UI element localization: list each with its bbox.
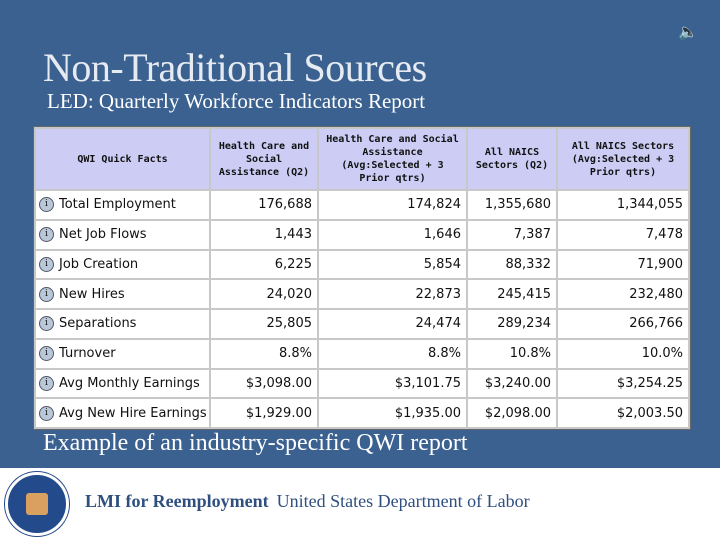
info-icon[interactable]: i <box>39 375 54 391</box>
table-cell: $3,240.00 <box>466 367 558 400</box>
table-cell: 8.8% <box>209 337 319 370</box>
table-cell: 1,344,055 <box>556 189 690 221</box>
row-label: i Avg New Hire Earnings <box>34 397 211 429</box>
row-label: i Net Job Flows <box>34 218 211 251</box>
table-cell: $3,101.75 <box>317 367 468 400</box>
table-cell: 289,234 <box>466 308 558 340</box>
info-icon[interactable]: i <box>39 346 54 362</box>
footer: LMI for Reemployment United States Depart… <box>85 491 530 512</box>
table-row: i Avg Monthly Earnings $3,098.00 $3,101.75 $… <box>34 367 690 400</box>
table-cell: 7,387 <box>466 218 558 251</box>
footer-agency: United States Department of Labor <box>276 491 530 511</box>
table-cell: 176,688 <box>209 189 319 221</box>
table-cell: $3,098.00 <box>209 367 319 400</box>
table-cell: 245,415 <box>466 278 558 310</box>
table-cell: 7,478 <box>556 218 690 251</box>
row-label: i Separations <box>34 308 211 340</box>
table-cell: 10.8% <box>466 337 558 370</box>
row-label: i Job Creation <box>34 248 211 281</box>
table-cell: $2,098.00 <box>466 397 558 429</box>
table-row: i Turnover 8.8% 8.8% 10.8% 10.0% <box>34 337 690 370</box>
table-row: i Total Employment 176,688 174,824 1,355,680… <box>34 189 690 221</box>
table-cell: $3,254.25 <box>556 367 690 400</box>
row-label-text: New Hires <box>59 286 125 302</box>
info-icon[interactable]: i <box>39 405 54 421</box>
table-cell: $1,929.00 <box>209 397 319 429</box>
table-cell: 1,443 <box>209 218 319 251</box>
row-label-text: Turnover <box>59 346 116 362</box>
table-cell: 24,020 <box>209 278 319 310</box>
info-icon[interactable]: i <box>39 316 54 332</box>
table-cell: $1,935.00 <box>317 397 468 429</box>
table-row: i Avg New Hire Earnings $1,929.00 $1,935.00… <box>34 397 690 429</box>
row-label: i Avg Monthly Earnings <box>34 367 211 400</box>
row-label-text: Separations <box>59 316 137 332</box>
table-cell: $2,003.50 <box>556 397 690 429</box>
row-label-text: Job Creation <box>59 256 139 272</box>
table-cell: 10.0% <box>556 337 690 370</box>
slide-subtitle: LED: Quarterly Workforce Indicators Repo… <box>47 89 426 113</box>
table-cell: 266,766 <box>556 308 690 340</box>
table-cell: 71,900 <box>556 248 690 281</box>
column-header: Health Care and Social Assistance (Q2) <box>209 127 319 191</box>
qwi-table: QWI Quick Facts Health Care and Social As… <box>33 126 691 430</box>
table-row: i Job Creation 6,225 5,854 88,332 71,900 <box>34 248 690 281</box>
info-icon[interactable]: i <box>39 197 54 213</box>
table-cell: 232,480 <box>556 278 690 310</box>
column-header: Health Care and Social Assistance (Avg:S… <box>317 127 468 191</box>
table-row: i New Hires 24,020 22,873 245,415 232,480 <box>34 278 690 310</box>
row-label: i Turnover <box>34 337 211 370</box>
table-cell: 88,332 <box>466 248 558 281</box>
table-cell: 24,474 <box>317 308 468 340</box>
table-cell: 1,355,680 <box>466 189 558 221</box>
info-icon[interactable]: i <box>39 286 54 302</box>
slide-title: Non-Traditional Sources <box>43 45 427 90</box>
table-cell: 6,225 <box>209 248 319 281</box>
table-cell: 1,646 <box>317 218 468 251</box>
row-label-text: Net Job Flows <box>59 227 147 243</box>
table-row: i Net Job Flows 1,443 1,646 7,387 7,478 <box>34 218 690 251</box>
table-row: i Separations 25,805 24,474 289,234 266,766 <box>34 308 690 340</box>
info-icon[interactable]: i <box>39 227 54 243</box>
column-header: All NAICS Sectors (Avg:Selected + 3 Prio… <box>556 127 690 191</box>
table-cell: 174,824 <box>317 189 468 221</box>
footer-program: LMI for Reemployment <box>85 491 269 511</box>
column-header: All NAICS Sectors (Q2) <box>466 127 558 191</box>
row-label: i New Hires <box>34 278 211 310</box>
caption: Example of an industry-specific QWI repo… <box>43 430 468 456</box>
column-header: QWI Quick Facts <box>34 127 211 191</box>
row-label-text: Avg Monthly Earnings <box>59 375 200 391</box>
table-cell: 8.8% <box>317 337 468 370</box>
speaker-icon[interactable]: 🔈 <box>678 22 698 41</box>
row-label-text: Total Employment <box>59 197 176 213</box>
table-cell: 5,854 <box>317 248 468 281</box>
dol-seal-logo <box>5 472 69 536</box>
table-cell: 25,805 <box>209 308 319 340</box>
info-icon[interactable]: i <box>39 256 54 272</box>
row-label: i Total Employment <box>34 189 211 221</box>
table-cell: 22,873 <box>317 278 468 310</box>
row-label-text: Avg New Hire Earnings <box>59 405 207 421</box>
